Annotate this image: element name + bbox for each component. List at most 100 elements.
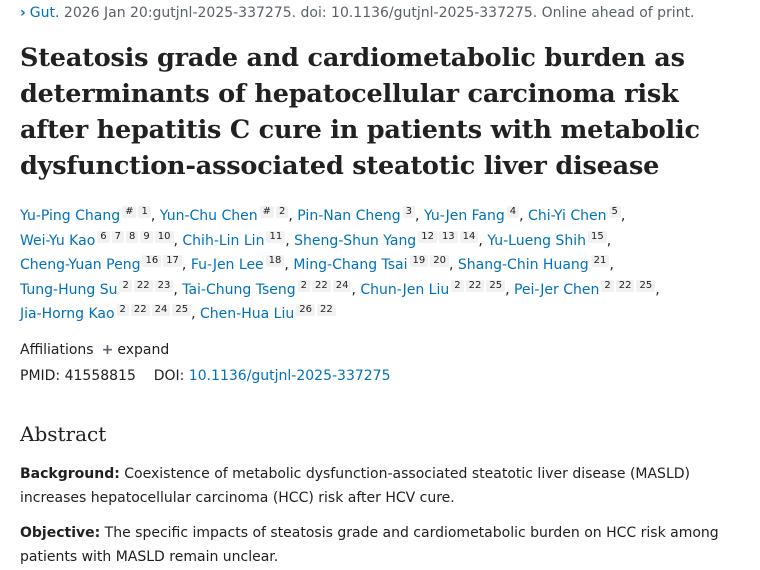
affiliation-superscript[interactable]: 23 — [154, 279, 174, 292]
author-name-link[interactable]: Yu-Lueng Shih — [487, 232, 586, 249]
author-item: Yu-Lueng Shih 15, — [487, 230, 612, 249]
author-item: Jia-Horng Kao 2 22 24 25, — [20, 304, 196, 322]
affiliation-superscript[interactable]: 12 — [418, 230, 437, 243]
affiliation-superscript[interactable]: 9 — [140, 230, 153, 243]
affiliation-superscript[interactable]: 11 — [266, 230, 286, 243]
affiliation-superscript[interactable]: 22 — [465, 279, 485, 292]
author-name-link[interactable]: Chi-Yi Chen — [528, 208, 607, 224]
abstract-objective: Objective: The specific impacts of steat… — [20, 521, 740, 569]
author-name-link[interactable]: Tai-Chung Tseng — [182, 281, 296, 298]
author-name-link[interactable]: Yun-Chu Chen — [159, 208, 258, 224]
affiliation-superscript[interactable]: 25 — [486, 279, 506, 292]
author-name-link[interactable]: Tung-Hung Su — [20, 281, 118, 298]
affiliation-superscript[interactable]: 2 — [601, 279, 614, 292]
affiliation-superscript[interactable]: 26 — [296, 304, 315, 316]
abstract-heading: Abstract — [20, 422, 107, 446]
author-name-link[interactable]: Chih-Lin Lin — [182, 232, 265, 249]
author-name-link[interactable]: Jia-Horng Kao — [20, 306, 115, 322]
affiliation-superscript[interactable]: 16 — [142, 255, 162, 267]
affiliation-superscript[interactable]: 7 — [111, 230, 125, 243]
author-item: Sheng-Shun Yang 12 13 14, — [294, 230, 483, 249]
doi-label: DOI: — [153, 368, 185, 384]
author-item: Cheng-Yuan Peng 16 17, — [20, 255, 187, 273]
identifiers-row: PMID: 41558815 DOI: 10.1136/gutjnl-2025-… — [20, 368, 390, 384]
author-name-link[interactable]: Chun-Jen Liu — [360, 281, 450, 298]
author-name-link[interactable]: Shang-Chin Huang — [457, 257, 589, 273]
affiliation-superscript[interactable]: 15 — [587, 230, 607, 243]
citation-line: › Gut. 2026 Jan 20:gutjnl-2025-337275. do… — [20, 5, 695, 21]
plus-icon[interactable]: + — [101, 342, 114, 358]
affiliation-superscript[interactable]: 18 — [265, 255, 285, 267]
affiliation-superscript[interactable]: 22 — [615, 279, 635, 292]
author-item: Shang-Chin Huang 21, — [457, 255, 614, 273]
affiliation-superscript[interactable]: 25 — [172, 304, 192, 316]
author-name-link[interactable]: Pei-Jer Chen — [513, 281, 600, 298]
article-title: Steatosis grade and cardiometabolic burd… — [20, 43, 700, 181]
affiliation-superscript[interactable]: 10 — [154, 230, 174, 243]
affiliation-superscript[interactable]: 2 — [451, 279, 464, 292]
affiliation-superscript[interactable]: 25 — [636, 279, 656, 292]
journal-link[interactable]: Gut. — [29, 5, 60, 21]
author-name-link[interactable]: Sheng-Shun Yang — [294, 232, 417, 249]
affiliation-superscript[interactable]: 22 — [130, 304, 150, 316]
author-item: Yu-Ping Chang #1, — [20, 206, 156, 224]
background-text: Coexistence of metabolic dysfunction-ass… — [20, 466, 690, 506]
affiliation-superscript[interactable]: # — [259, 206, 275, 218]
affiliation-superscript[interactable]: 5 — [608, 206, 621, 218]
affiliation-superscript[interactable]: 22 — [316, 304, 336, 316]
chevron-right-icon: › — [20, 5, 26, 21]
author-item: Pin-Nan Cheng 3, — [297, 206, 420, 224]
author-item: Chi-Yi Chen 5, — [528, 206, 626, 224]
affiliation-superscript[interactable]: 17 — [163, 255, 182, 267]
author-name-link[interactable]: Cheng-Yuan Peng — [20, 257, 141, 273]
author-name-link[interactable]: Pin-Nan Cheng — [297, 208, 401, 224]
affiliation-superscript[interactable]: 1 — [138, 206, 151, 218]
affiliation-superscript[interactable]: 24 — [151, 304, 171, 316]
citation-details: 2026 Jan 20:gutjnl-2025-337275. doi: 10.… — [63, 5, 695, 21]
affiliation-superscript[interactable]: 19 — [409, 255, 429, 267]
author-item: Wei-Yu Kao 6 7 8 9 10, — [20, 230, 178, 249]
author-item: Chih-Lin Lin 11, — [182, 230, 290, 249]
author-item: Fu-Jen Lee 18, — [190, 255, 289, 273]
author-item: Ming-Chang Tsai 19 20, — [293, 255, 454, 273]
affiliations-row: Affiliations + expand — [20, 342, 169, 358]
author-name-link[interactable]: Yu-Ping Chang — [20, 208, 121, 224]
affiliation-superscript[interactable]: 13 — [438, 230, 458, 243]
affiliation-superscript[interactable]: 4 — [506, 206, 520, 218]
affiliation-superscript[interactable]: 24 — [332, 279, 352, 292]
abstract-background: Background: Coexistence of metabolic dys… — [20, 462, 740, 510]
author-item: Yun-Chu Chen #2, — [159, 206, 293, 224]
author-item: Chun-Jen Liu 2 22 25, — [360, 279, 510, 298]
affiliations-expand-toggle[interactable]: expand — [117, 342, 170, 358]
affiliation-superscript[interactable]: 22 — [133, 279, 153, 292]
author-name-link[interactable]: Ming-Chang Tsai — [293, 257, 408, 273]
affiliation-superscript[interactable]: 20 — [430, 255, 449, 267]
affiliation-superscript[interactable]: 2 — [116, 304, 129, 316]
affiliations-label: Affiliations — [20, 342, 94, 358]
affiliation-superscript[interactable]: 21 — [590, 255, 610, 267]
author-list: Yu-Ping Chang #1, Yun-Chu Chen #2, Pin-Nan… — [20, 204, 740, 327]
affiliation-superscript[interactable]: 2 — [297, 279, 310, 292]
pmid-value: 41558815 — [64, 368, 136, 384]
author-name-link[interactable]: Chen-Hua Liu — [200, 306, 295, 322]
author-name-link[interactable]: Fu-Jen Lee — [190, 257, 264, 273]
objective-label: Objective: — [20, 525, 101, 541]
author-item: Chen-Hua Liu 26 22 — [200, 304, 336, 322]
affiliation-superscript[interactable]: 22 — [312, 279, 331, 292]
author-item: Pei-Jer Chen 2 22 25, — [513, 279, 660, 298]
affiliation-superscript[interactable]: 6 — [97, 230, 110, 243]
affiliation-superscript[interactable]: 8 — [126, 230, 139, 243]
objective-text: The specific impacts of steatosis grade … — [20, 525, 719, 565]
author-item: Tai-Chung Tseng 2 22 24, — [182, 279, 356, 298]
affiliation-superscript[interactable]: 3 — [402, 206, 416, 218]
pmid-label: PMID: — [20, 368, 61, 384]
author-item: Tung-Hung Su 2 22 23, — [20, 279, 178, 298]
background-label: Background: — [20, 466, 120, 482]
affiliation-superscript[interactable]: 2 — [119, 279, 132, 292]
affiliation-superscript[interactable]: # — [122, 206, 137, 218]
doi-link[interactable]: 10.1136/gutjnl-2025-337275 — [188, 368, 391, 384]
author-name-link[interactable]: Yu-Jen Fang — [423, 208, 505, 224]
affiliation-superscript[interactable]: 2 — [276, 206, 289, 218]
author-name-link[interactable]: Wei-Yu Kao — [20, 232, 96, 249]
affiliation-superscript[interactable]: 14 — [459, 230, 479, 243]
